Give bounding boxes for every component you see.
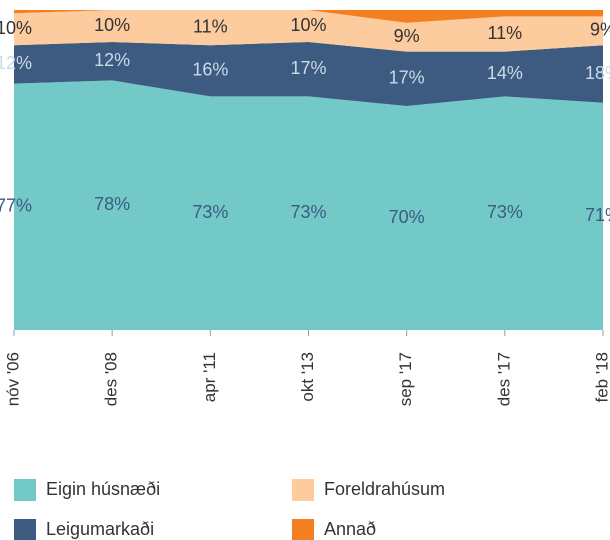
x-tick-label: nóv '06: [3, 352, 22, 406]
area: [14, 80, 603, 331]
x-tick-label: sep '17: [396, 352, 415, 406]
legend-text: Eigin húsnæði: [46, 479, 160, 499]
data-label: 14%: [487, 63, 523, 83]
data-label: 10%: [0, 18, 32, 38]
legend-swatch: [14, 479, 36, 501]
x-tick-label: des '08: [102, 352, 121, 406]
x-tick-label: des '17: [494, 352, 513, 406]
legend-text: Foreldrahúsum: [324, 479, 445, 499]
legend-text: Annað: [324, 519, 376, 539]
data-label: 73%: [487, 202, 523, 222]
legend-text: Leigumarkaði: [46, 519, 154, 539]
data-label: 71%: [585, 205, 610, 225]
area: [14, 10, 603, 52]
data-label: 77%: [0, 196, 32, 216]
data-label: 73%: [192, 202, 228, 222]
data-label: 78%: [94, 194, 130, 214]
data-label: 70%: [389, 207, 425, 227]
data-label: 9%: [590, 20, 610, 40]
data-label: 73%: [290, 202, 326, 222]
data-label: 11%: [487, 23, 522, 43]
legend-swatch: [292, 519, 314, 540]
legend-item: Foreldrahúsum: [292, 479, 445, 501]
x-tick-label: feb '18: [592, 352, 610, 403]
x-tick-label: apr '11: [200, 352, 219, 402]
data-label: 12%: [94, 50, 130, 70]
data-label: 18%: [585, 63, 610, 83]
legend-item: Annað: [292, 519, 376, 540]
x-tick-label: okt '13: [298, 352, 317, 402]
data-label: 12%: [0, 53, 32, 73]
data-label: 16%: [192, 60, 228, 80]
data-label: 17%: [290, 58, 326, 78]
legend-item: Leigumarkaði: [14, 519, 154, 540]
area: [14, 10, 603, 23]
data-label: 9%: [394, 26, 420, 46]
data-label: 10%: [94, 15, 130, 35]
data-label: 10%: [290, 15, 326, 35]
data-label: 11%: [193, 16, 228, 36]
legend-item: Eigin húsnæði: [14, 479, 160, 501]
legend-swatch: [292, 479, 314, 501]
data-label: 17%: [389, 68, 425, 88]
area: [14, 42, 603, 106]
legend-swatch: [14, 519, 36, 540]
